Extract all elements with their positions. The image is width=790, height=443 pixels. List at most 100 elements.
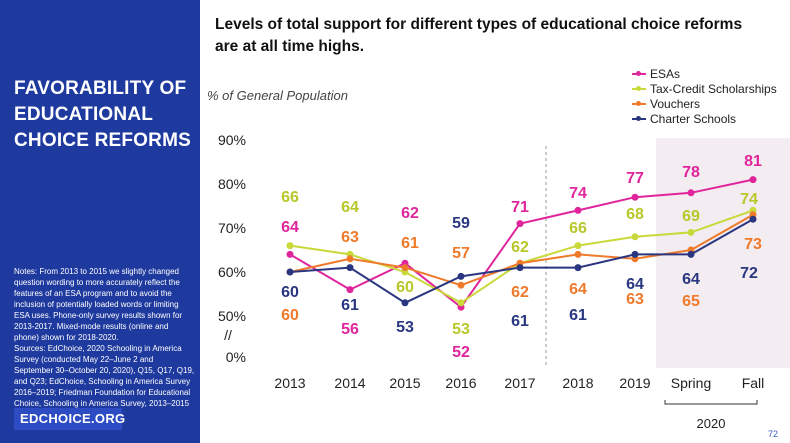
data-point-vouchers [457,281,465,289]
y-tick-label: 90% [218,132,246,148]
legend-swatch [632,100,646,106]
data-point-charter [574,264,582,272]
notes-text: Notes: From 2013 to 2015 we slightly cha… [14,266,198,409]
sidebar-title: FAVORABILITY OF EDUCATIONAL CHOICE REFOR… [14,76,194,154]
data-label-vouchers: 62 [511,284,529,301]
data-label-esas: 52 [452,344,470,361]
data-label-esas: 74 [569,185,587,202]
data-point-charter [749,215,757,223]
data-label-vouchers: 60 [281,307,299,324]
year-group-bracket [664,400,758,405]
x-tick-label: Spring [671,375,711,391]
data-label-tcs: 53 [452,321,470,338]
data-label-tcs: 60 [396,279,414,296]
sidebar: FAVORABILITY OF EDUCATIONAL CHOICE REFOR… [0,0,200,443]
headline-line: Levels of total support for different ty… [215,16,743,33]
data-label-vouchers: 63 [341,229,359,246]
y-tick-label: 70% [218,220,246,236]
chart-legend: ESAs Tax-Credit Scholarships Vouchers Chart… [632,66,777,126]
data-label-tcs: 64 [341,199,359,216]
data-label-esas: 62 [401,205,419,222]
data-label-vouchers: 57 [452,245,470,262]
x-tick-label: 2013 [274,375,305,391]
data-point-esas [749,176,757,184]
headline-line: are at all time highs. [215,38,365,55]
notes-line: Notes: From 2013 to 2015 we slightly cha… [14,267,179,276]
legend-marker [636,115,641,121]
data-label-esas: 78 [682,164,700,181]
notes-line: Choice, Schooling in America Survey, 201… [14,399,190,408]
data-label-charter: 53 [396,319,414,336]
data-point-vouchers [346,255,354,263]
notes-line: question wording to more accurately refl… [14,278,180,287]
x-tick-label: 2015 [389,375,420,391]
data-label-charter: 61 [569,307,587,324]
data-label-charter: 59 [452,215,470,232]
y-tick-label: 80% [218,176,246,192]
data-label-esas: 81 [744,153,762,170]
notes-line: and Q23; EdChoice, Schooling in America … [14,377,191,386]
data-point-charter [631,250,639,258]
notes-line: ESA uses. Phone-only survey results show… [14,311,183,320]
data-label-tcs: 62 [511,239,529,256]
legend-label: Tax-Credit Scholarships [650,81,777,96]
data-label-vouchers: 64 [569,281,587,298]
data-point-charter [401,299,409,307]
data-label-esas: 64 [281,219,299,236]
data-label-esas: 71 [511,199,529,216]
data-point-tcs [687,228,695,236]
legend-item-charter: Charter Schools [632,111,777,126]
legend-label: ESAs [650,66,681,81]
data-point-tcs [574,242,582,250]
x-tick-label: 2016 [445,375,476,391]
data-point-esas [286,250,294,258]
data-label-charter: 64 [682,271,700,288]
data-point-esas [687,189,695,197]
notes-line: features of an ESA program and to avoid … [14,289,172,298]
legend-item-esas: ESAs [632,66,777,81]
data-point-tcs [286,242,294,250]
data-point-charter [687,250,695,258]
data-point-vouchers [574,250,582,258]
y-tick-label: 50% [218,308,246,324]
data-point-charter [457,272,465,280]
data-point-esas [631,193,639,201]
data-label-charter: 61 [341,297,359,314]
data-label-charter: 64 [626,276,644,293]
data-label-tcs: 66 [281,189,299,206]
page-number: 72 [768,429,779,439]
x-tick-label: Fall [742,375,765,391]
data-label-esas: 56 [341,321,359,338]
sidebar-title-line: EDUCATIONAL [14,104,154,125]
legend-marker [636,100,641,106]
notes-line: Survey (conducted May 22–June 2 and [14,355,154,364]
data-point-esas [574,206,582,214]
y-tick-label: 0% [226,349,246,365]
data-point-esas [516,220,524,228]
data-point-charter [516,264,524,272]
x-tick-label: 2014 [334,375,365,391]
x-tick-label: 2017 [504,375,535,391]
legend-label: Vouchers [650,96,701,111]
data-label-tcs: 74 [740,191,758,208]
legend-marker [636,85,641,91]
legend-swatch [632,85,646,91]
axis-break-mark: // [224,327,232,343]
data-point-charter [286,268,294,276]
data-label-charter: 60 [281,284,299,301]
data-point-esas [346,286,354,294]
legend-swatch [632,115,646,121]
data-label-tcs: 69 [682,208,700,225]
edchoice-logo[interactable]: EDCHOICE.ORG [14,408,125,430]
legend-swatch [632,70,646,76]
notes-line: inclusion of potentially loaded words or… [14,300,179,309]
notes-line: September 30–October 20, 2020), Q15, Q17… [14,366,195,375]
data-label-vouchers: 63 [626,291,644,308]
legend-item-tcs: Tax-Credit Scholarships [632,81,777,96]
data-label-vouchers: 61 [401,235,419,252]
notes-line: phone) shown for 2018-2020. [14,333,119,342]
sidebar-title-line: FAVORABILITY OF [14,78,187,99]
legend-label: Charter Schools [650,111,737,126]
data-label-tcs: 66 [569,220,587,237]
